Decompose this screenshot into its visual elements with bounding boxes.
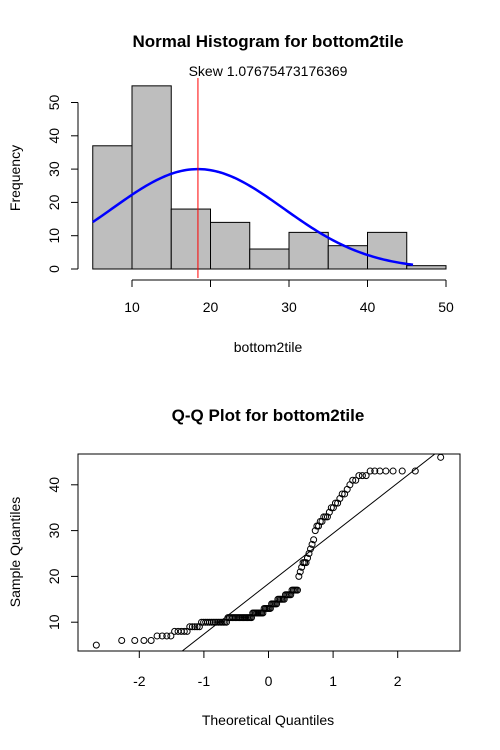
qq-point [147,637,155,645]
histogram-x-axis-label: bottom2tile [234,339,303,355]
qq-point [323,513,331,521]
histogram-bar [210,221,251,270]
qq-point [188,623,196,631]
qq-x-axis-label: Theoretical Quantiles [202,712,334,728]
normal-density-curve [92,167,414,266]
histogram-y-tick-label: 20 [46,194,62,210]
histogram-bar [406,265,447,270]
histogram-x-axis: 10 20 30 40 50 [124,279,454,315]
qq-point [338,490,346,498]
qq-point [180,627,188,635]
histogram-y-axis: 0 10 20 30 40 50 [46,95,79,273]
qq-point [305,550,313,557]
qq-y-axis: 10 20 30 40 [46,477,78,630]
histogram-x-tick-label: 20 [203,299,219,315]
qq-point [118,637,126,645]
histogram-y-tick-label: 40 [46,128,62,144]
qq-reference-line-group [181,454,436,651]
histogram-x-tick-label: 50 [438,299,454,315]
qq-point [140,637,148,645]
qq-plot-box [77,453,461,652]
histogram-bar [249,248,290,270]
qq-point [349,476,357,484]
qq-point [206,618,214,626]
qq-point [362,472,370,480]
histogram-y-tick-label: 30 [46,161,62,177]
qq-x-tick-label: 0 [265,673,273,689]
qq-point [167,632,175,640]
qq-point [320,513,328,521]
histogram-bar [170,208,211,270]
qq-point [191,623,199,631]
qq-point [389,467,397,475]
histogram-x-tick-label: 30 [281,299,297,315]
qq-point [398,467,406,475]
qq-x-tick-label: -1 [198,673,211,689]
qq-point [171,627,179,635]
histogram-bars [92,85,447,270]
qq-point [352,476,360,484]
qq-point [308,540,316,548]
qq-x-tick-label: 2 [394,673,402,689]
qq-point [302,559,310,567]
qq-y-tick-label: 20 [46,568,62,584]
histogram-y-tick-label: 0 [46,265,62,273]
qq-y-tick-label: 10 [46,614,62,630]
qq-y-axis-label: Sample Quantiles [7,497,23,608]
qq-point [366,467,374,475]
qq-point [318,517,326,525]
qq-point [327,504,335,512]
histogram-x-tick-label: 10 [124,299,140,315]
qq-point [296,568,304,576]
qq-point [371,467,379,475]
histogram-y-tick-label: 10 [46,228,62,244]
qq-point [153,632,161,640]
qq-reference-line [181,454,436,651]
qq-point [186,623,194,631]
qq-title: Q-Q Plot for bottom2tile [172,406,365,425]
qq-x-tick-label: 1 [329,673,337,689]
histogram-skew-label: Skew 1.07675473176369 [189,63,348,79]
qq-point [158,632,166,640]
qq-point [293,586,301,594]
qq-point [303,554,311,562]
qq-point [307,545,315,553]
qq-point [355,472,363,480]
qq-point [92,641,100,649]
qq-point [331,499,339,507]
qq-point [163,632,171,640]
qq-point [329,504,337,512]
histogram-panel: Normal Histogram for bottom2tile Skew 1.… [7,32,454,355]
qq-point [382,467,390,475]
qq-y-tick-label: 30 [46,523,62,539]
qq-x-axis: -2 -1 0 1 2 [133,650,402,689]
qq-plot-panel: Q-Q Plot for bottom2tile Theoretical Qua… [7,406,461,728]
qq-point [358,472,366,480]
qq-point [193,623,201,631]
histogram-y-axis-label: Frequency [7,145,23,211]
qq-x-tick-label: -2 [133,673,146,689]
qq-point [311,527,319,535]
histogram-overlays [92,78,414,278]
qq-point [322,513,330,521]
qq-point [131,637,139,645]
qq-y-tick-label: 40 [46,477,62,493]
qq-point [325,508,333,516]
histogram-bar [327,245,368,270]
qq-point [437,453,445,461]
qq-points [92,453,445,649]
qq-point [315,522,323,530]
qq-point [411,467,419,475]
histogram-bar [288,231,329,270]
qq-point [207,618,215,626]
qq-point [295,572,303,580]
histogram-y-tick-label: 50 [46,95,62,111]
qq-point [310,536,318,544]
histogram-x-tick-label: 40 [360,299,376,315]
histogram-title: Normal Histogram for bottom2tile [132,32,403,51]
